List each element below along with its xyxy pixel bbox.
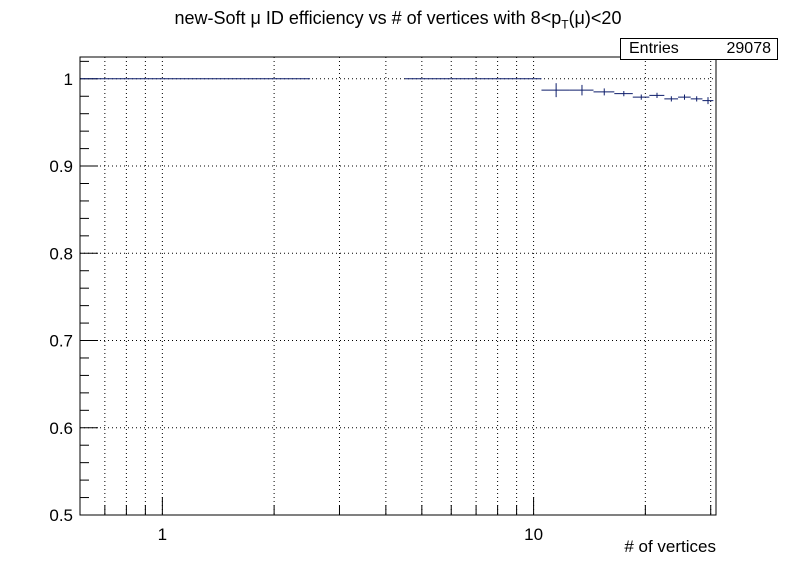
stats-entries-label: Entries <box>629 40 679 57</box>
data-point <box>649 92 665 99</box>
data-point <box>632 94 650 100</box>
y-tick-label: 0.8 <box>49 244 73 263</box>
stats-entries-value: 29078 <box>726 40 772 57</box>
x-axis-label: # of vertices <box>624 537 716 556</box>
chart-title-main: new-Soft μ ID efficiency vs # of vertice… <box>174 8 562 28</box>
data-point <box>569 84 594 96</box>
y-tick-label: 1 <box>64 70 73 89</box>
data-layer <box>80 78 714 105</box>
data-point <box>614 91 633 97</box>
y-tick-label: 0.6 <box>49 419 73 438</box>
y-tick-label: 0.9 <box>49 157 73 176</box>
data-point <box>690 96 703 102</box>
tick-label-layer: 0.5 0.6 0.7 0.8 0.9 1 1 10 <box>49 70 543 544</box>
data-point <box>678 94 691 100</box>
y-tick-label: 0.7 <box>49 332 73 351</box>
y-tick-label: 0.5 <box>49 506 73 525</box>
grid-layer <box>79 57 716 516</box>
tick-layer <box>79 60 712 516</box>
x-tick-label: 1 <box>158 525 167 544</box>
chart-title-tail: (μ)<20 <box>568 8 622 28</box>
stats-box: Entries 29078 <box>620 38 778 60</box>
plot-frame <box>79 56 717 516</box>
data-point <box>664 96 679 102</box>
chart-title-subscript: T <box>561 17 569 32</box>
data-point <box>541 83 570 98</box>
data-point <box>702 97 714 105</box>
chart-title: new-Soft μ ID efficiency vs # of vertice… <box>0 8 796 32</box>
x-tick-label: 10 <box>524 525 543 544</box>
data-point <box>593 88 615 96</box>
